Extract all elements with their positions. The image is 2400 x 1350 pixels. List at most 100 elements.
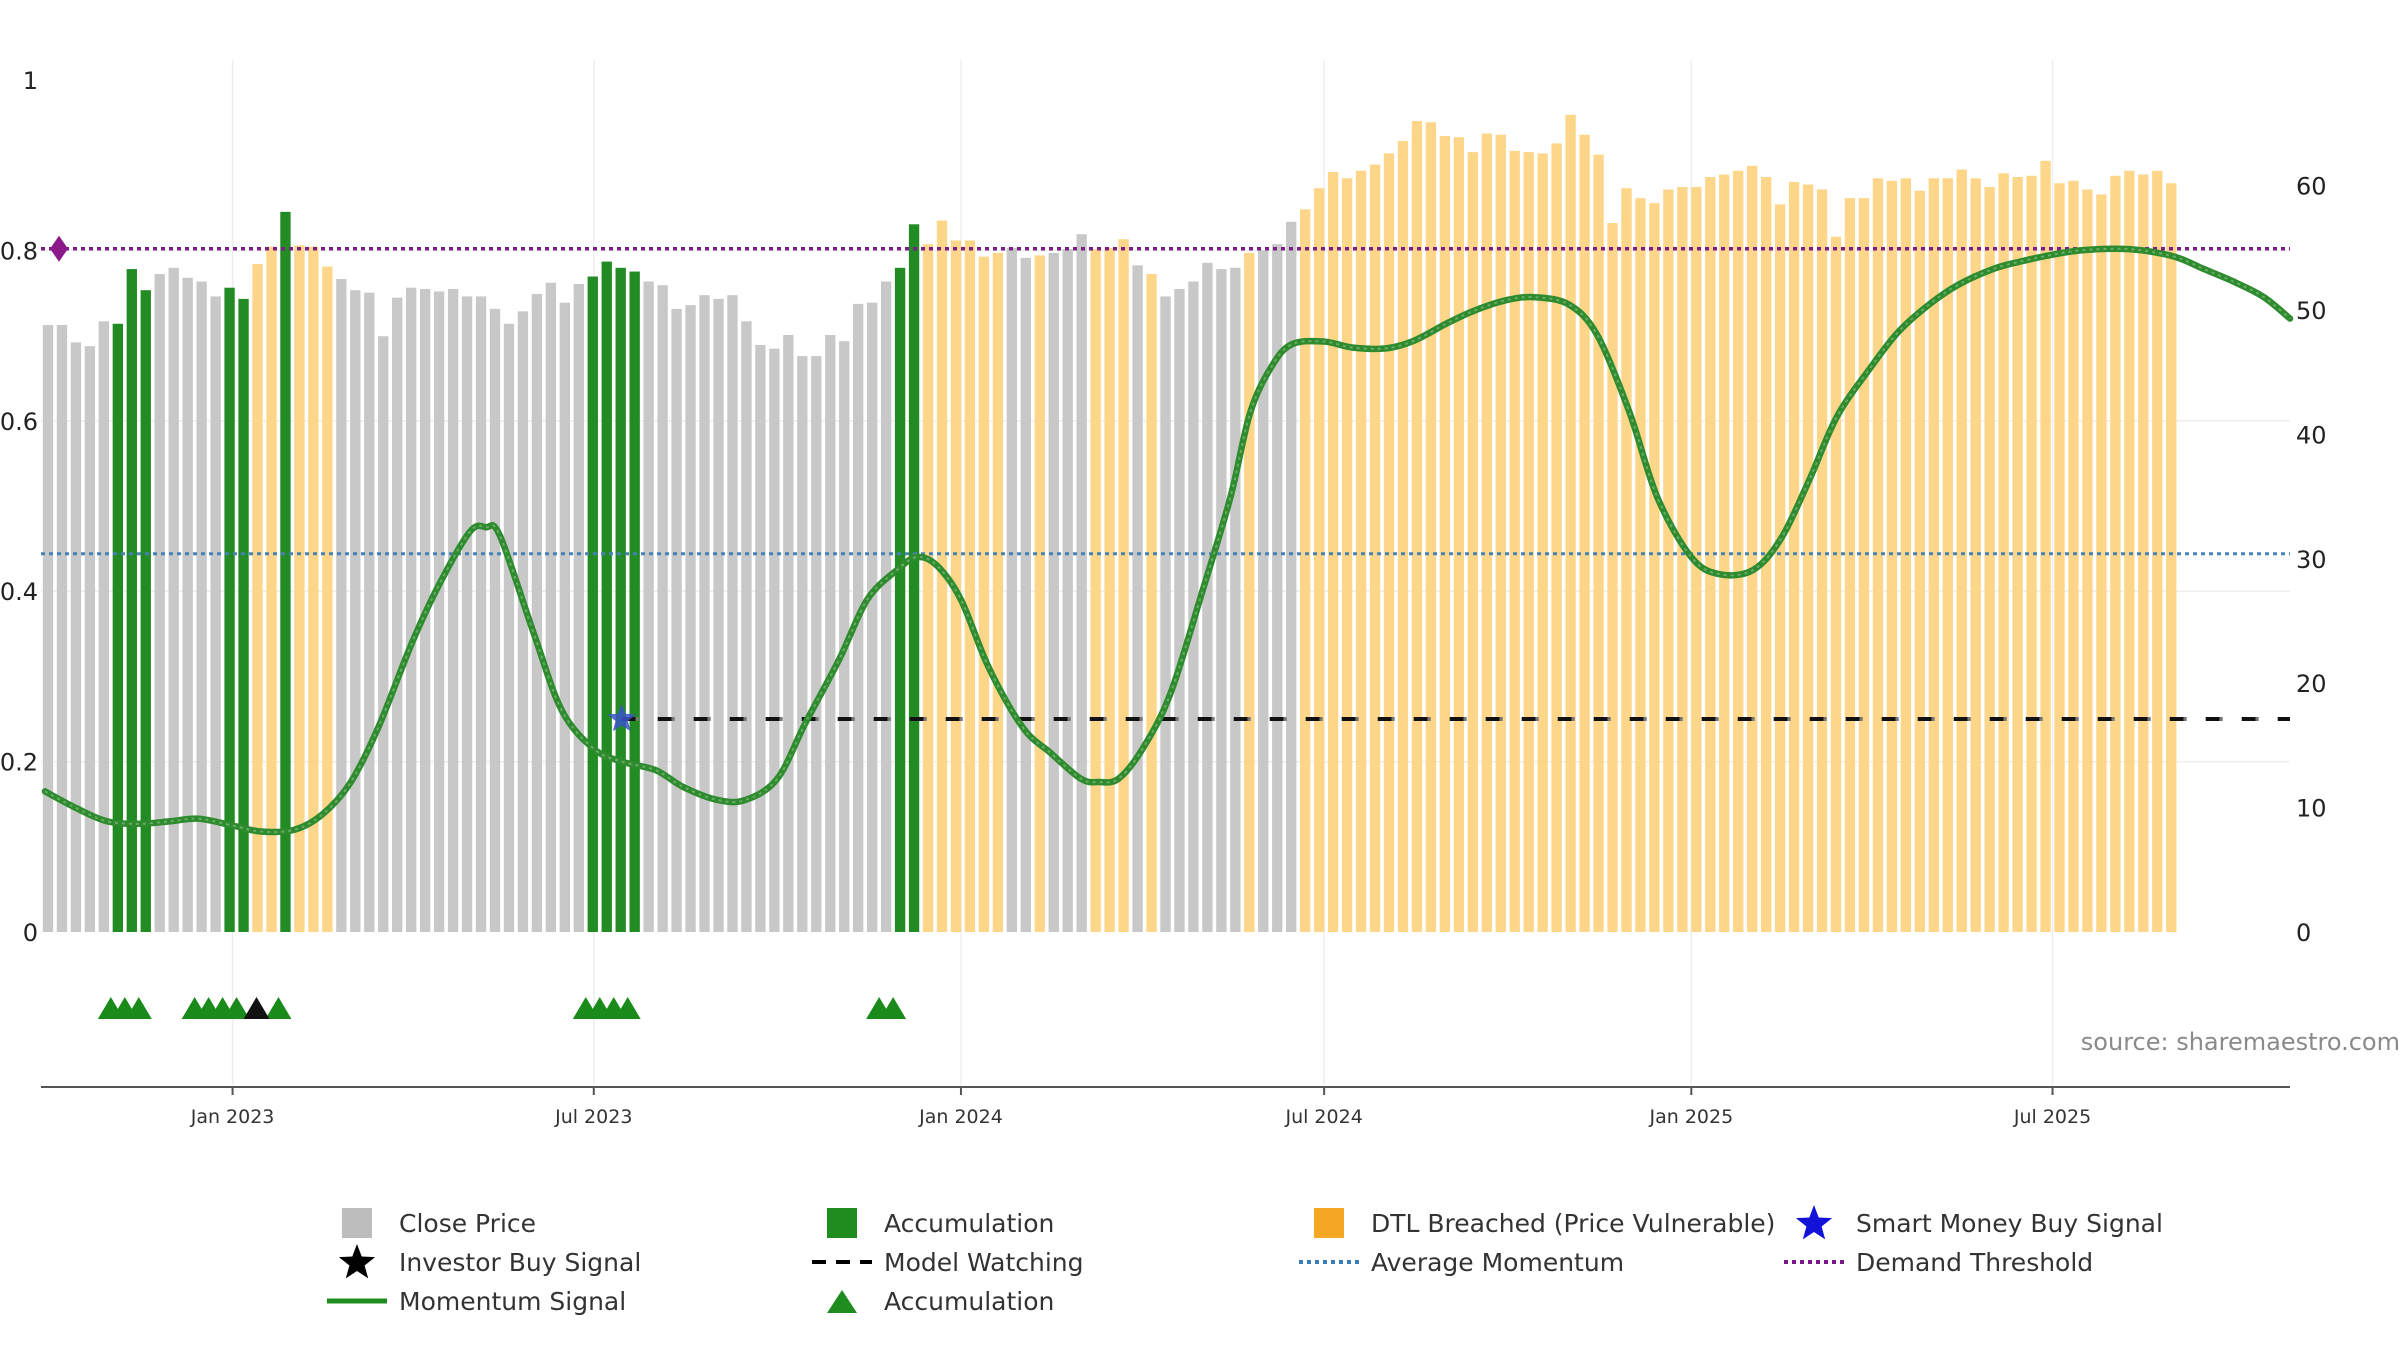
dtl-breached-bar: [2124, 170, 2135, 933]
dtl-breached-bar: [1593, 154, 1604, 932]
dtl-breached-bar: [1607, 223, 1618, 932]
close-price-bar: [336, 279, 347, 932]
legend-item-accumulation-bar: Accumulation: [810, 1205, 1054, 1241]
right-y-tick-label: 50: [2296, 297, 2327, 325]
legend-label: Close Price: [399, 1208, 537, 1238]
legend-item-investor: Investor Buy Signal: [325, 1244, 641, 1280]
orange-square-icon: [1297, 1205, 1361, 1241]
accumulation-bar: [601, 261, 612, 933]
legend-item-model-watching: Model Watching: [810, 1244, 1084, 1280]
dtl-breached-bar: [2026, 175, 2037, 932]
left-y-tick-label: 0.6: [0, 408, 38, 436]
close-price-bar: [433, 291, 445, 932]
accumulation-bar: [629, 271, 640, 932]
legend-label: Smart Money Buy Signal: [1856, 1208, 2163, 1238]
dtl-breached-bar: [1495, 134, 1506, 933]
close-price-bar: [713, 298, 724, 932]
accumulation-bar: [615, 267, 626, 933]
close-price-bar: [1216, 269, 1227, 932]
close-price-bar: [98, 321, 110, 932]
accumulation-triangle: [223, 997, 250, 1019]
close-price-bar: [699, 295, 710, 932]
close-price-bar: [573, 283, 584, 932]
dtl-breached-bar: [2054, 183, 2065, 932]
dtl-breached-bar: [2152, 170, 2163, 933]
close-price-bar: [56, 325, 68, 933]
dtl-breached-bar: [1090, 249, 1101, 933]
dtl-breached-bar: [2138, 174, 2149, 933]
dtl-breached-bar: [1439, 135, 1451, 932]
momentum-signal-path: [41, 245, 2294, 836]
dtl-breached-bar: [1788, 181, 1800, 933]
dtl-breached-bar: [992, 252, 1004, 933]
close-price-bar: [392, 297, 403, 932]
dtl-breached-bar: [1733, 170, 1744, 933]
accumulation-bar: [894, 267, 906, 933]
close-price-bar: [559, 302, 571, 932]
legend-item-momentum: Momentum Signal: [325, 1283, 626, 1319]
dtl-breached-bar: [1481, 133, 1492, 932]
legend-item-demand-threshold: Demand Threshold: [1782, 1244, 2093, 1280]
legend-label: Demand Threshold: [1856, 1247, 2094, 1277]
dtl-breached-bar: [1774, 204, 1786, 932]
accumulation-triangle: [265, 997, 292, 1019]
close-price-bar: [1202, 262, 1213, 932]
close-price-bar: [182, 277, 193, 932]
momentum-signal-texture: [44, 247, 2291, 833]
close-price-bar: [755, 344, 766, 932]
legend-item-dtl: DTL Breached (Price Vulnerable): [1297, 1205, 1775, 1241]
close-price-bar: [1076, 234, 1087, 932]
x-tick-label: Jul 2024: [1284, 1106, 1362, 1128]
source-label: source: sharemaestro.com: [2081, 1028, 2400, 1056]
dtl-breached-bar: [1886, 180, 1898, 933]
dtl-breached-bar: [1467, 152, 1478, 933]
momentum-signal-line: [41, 245, 2294, 836]
left-y-tick-label: 0.4: [0, 578, 38, 606]
dtl-breached-bar: [294, 245, 305, 933]
close-price-bar: [1062, 249, 1073, 933]
close-price-bar: [811, 356, 822, 932]
legend-label: Model Watching: [884, 1247, 1084, 1277]
right-y-tick-label: 10: [2296, 795, 2327, 823]
dtl-breached-bar: [1300, 209, 1311, 933]
dtl-breached-bar: [1383, 153, 1395, 933]
dtl-breached-bar: [1118, 239, 1129, 933]
close-price-bar: [839, 341, 850, 932]
dtl-breached-bar: [978, 256, 990, 932]
close-price-bar: [1132, 265, 1143, 932]
dtl-breached-bar: [1621, 188, 1632, 933]
legend-label: Momentum Signal: [399, 1286, 627, 1316]
black-dash-icon: [810, 1244, 874, 1280]
left-y-tick-label: 1: [23, 67, 38, 95]
dtl-breached-bar: [1509, 150, 1520, 932]
x-tick-label: Jan 2024: [918, 1106, 1003, 1128]
dtl-breached-bar: [2082, 189, 2093, 933]
legend-label: Investor Buy Signal: [399, 1247, 642, 1277]
demand-threshold-marker: [50, 235, 68, 262]
accumulation-triangle: [125, 997, 152, 1019]
close-price-bar: [154, 274, 165, 932]
dtl-breached-bar: [1411, 121, 1423, 932]
close-price-bar: [866, 302, 878, 932]
accumulation-bar: [140, 290, 151, 933]
axes: Jan 2023 Jul 2023 Jan 2024 Jul 2024 Jan 2025…: [0, 67, 2327, 1128]
close-price-bar: [545, 282, 557, 933]
dtl-breached-bar: [1928, 178, 1939, 932]
close-price-bar: [168, 267, 179, 933]
close-price-bar: [657, 285, 668, 932]
dtl-breached-bar: [308, 246, 319, 933]
dtl-breached-bar: [1034, 255, 1045, 932]
dtl-breached-bar: [252, 264, 263, 932]
close-price-bar: [84, 346, 96, 933]
dtl-breached-bar: [1537, 153, 1548, 933]
dtl-breached-bar: [1397, 140, 1409, 932]
close-price-bar: [406, 287, 417, 932]
green-triangle-icon: [810, 1283, 874, 1319]
close-price-bar: [350, 290, 361, 933]
close-price-bar: [880, 281, 892, 933]
x-tick-label: Jul 2023: [554, 1106, 632, 1128]
dtl-breached-bar: [1104, 247, 1115, 932]
close-price-bar: [769, 348, 780, 932]
close-price-bar: [1006, 247, 1018, 932]
dtl-breached-bar: [964, 240, 976, 932]
